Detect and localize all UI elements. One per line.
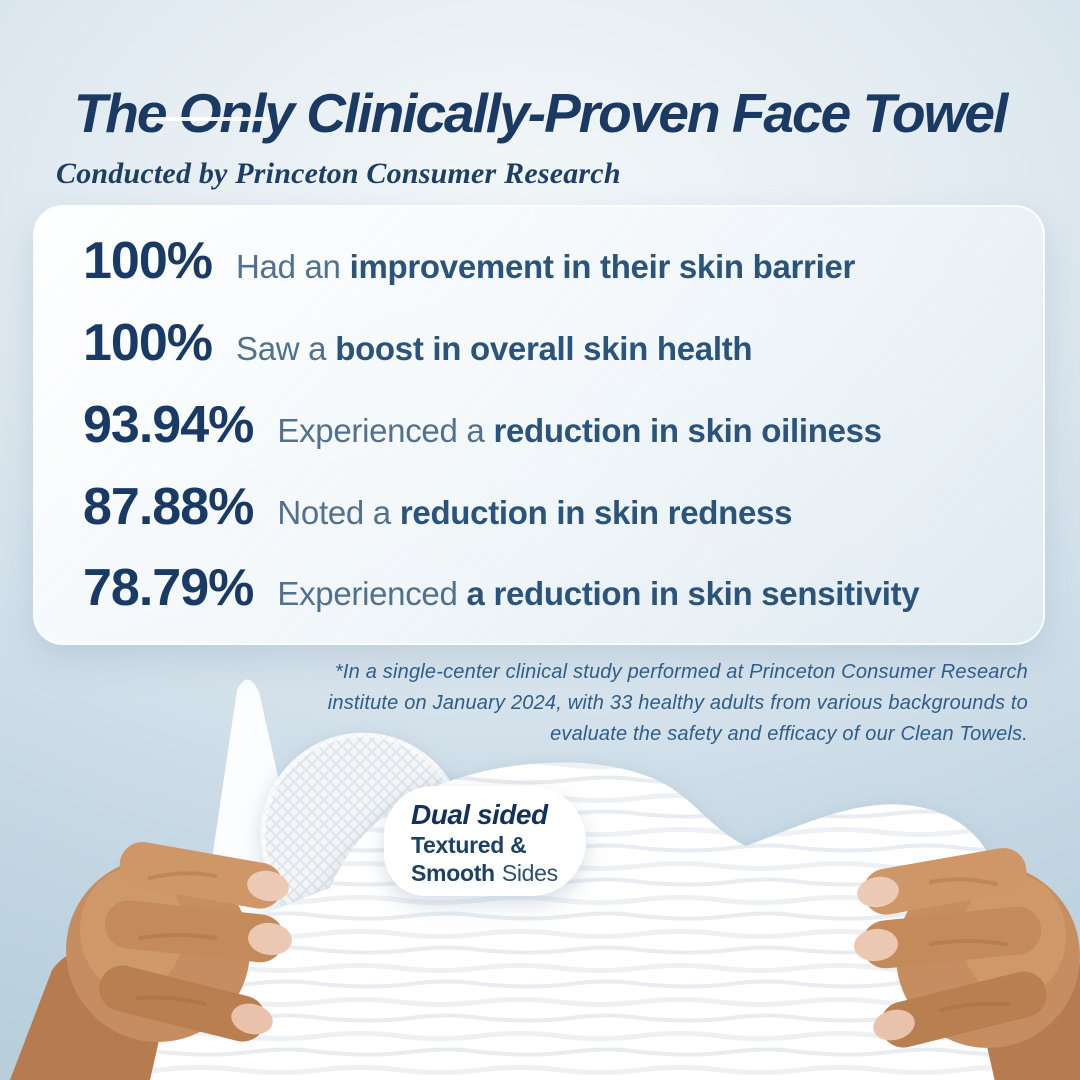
stat-row: 87.88% Noted a reduction in skin redness [83, 477, 995, 536]
stat-row: 78.79% Experienced a reduction in skin se… [83, 561, 995, 616]
stretched-towel [130, 762, 1012, 1080]
dual-sided-badge: Dual sided Textured & Smooth Sides [384, 786, 586, 896]
study-attribution: Conducted by Princeton Consumer Research [56, 157, 621, 190]
stat-description-lead: Experienced [277, 575, 458, 613]
stat-description: Noted a reduction in skin redness [277, 493, 793, 531]
stat-row: 100% Had an improvement in their skin bar… [83, 234, 995, 289]
disclaimer-line-2: institute on January 2024, with 33 healt… [327, 692, 1028, 714]
stat-description: Experienced a reduction in skin oiliness [277, 411, 882, 449]
badge-title: Dual sided [411, 799, 548, 830]
stat-description-emphasis: a reduction in skin sensitivity [466, 575, 920, 613]
stat-description-emphasis: improvement in their skin barrier [349, 248, 856, 285]
badge-feature-line: Textured & [411, 832, 527, 858]
stat-description-lead: Saw a [236, 329, 327, 367]
stat-description-lead: Experienced a [277, 411, 485, 449]
stat-value: 93.94% [83, 395, 254, 454]
stat-value: 100% [83, 313, 213, 372]
stat-value: 87.88% [83, 477, 254, 536]
results-panel: 100% Had an improvement in their skin bar… [33, 205, 1045, 645]
stat-value: 100% [83, 232, 213, 290]
badge-feature-regular: Sides [501, 860, 558, 886]
study-disclaimer: *In a single-center clinical study perfo… [288, 657, 1028, 750]
stat-description: Experienced a reduction in skin sensitivi… [277, 576, 919, 612]
title-underline [147, 117, 269, 121]
stat-description-emphasis: reduction in skin oiliness [493, 411, 882, 449]
stat-description-lead: Noted a [277, 493, 391, 531]
stat-row: 100% Saw a boost in overall skin health [83, 316, 995, 371]
stat-description-emphasis: boost in overall skin health [335, 329, 753, 367]
stat-value: 78.79% [83, 559, 254, 618]
disclaimer-line-3: evaluate the safety and efficacy of our … [550, 723, 1028, 745]
stat-description: Had an improvement in their skin barrier [236, 248, 856, 285]
stat-row: 93.94% Experienced a reduction in skin oi… [83, 398, 995, 453]
stat-description-emphasis: reduction in skin redness [399, 493, 793, 531]
disclaimer-line-1: *In a single-center clinical study perfo… [334, 661, 1028, 683]
page-title: The Only Clinically-Proven Face Towel [73, 81, 1009, 144]
badge-feature-bold: Smooth [411, 860, 495, 886]
stat-description-lead: Had an [236, 248, 341, 285]
badge-feature-line: Smooth Sides [411, 859, 586, 887]
stat-description: Saw a boost in overall skin health [236, 329, 753, 367]
